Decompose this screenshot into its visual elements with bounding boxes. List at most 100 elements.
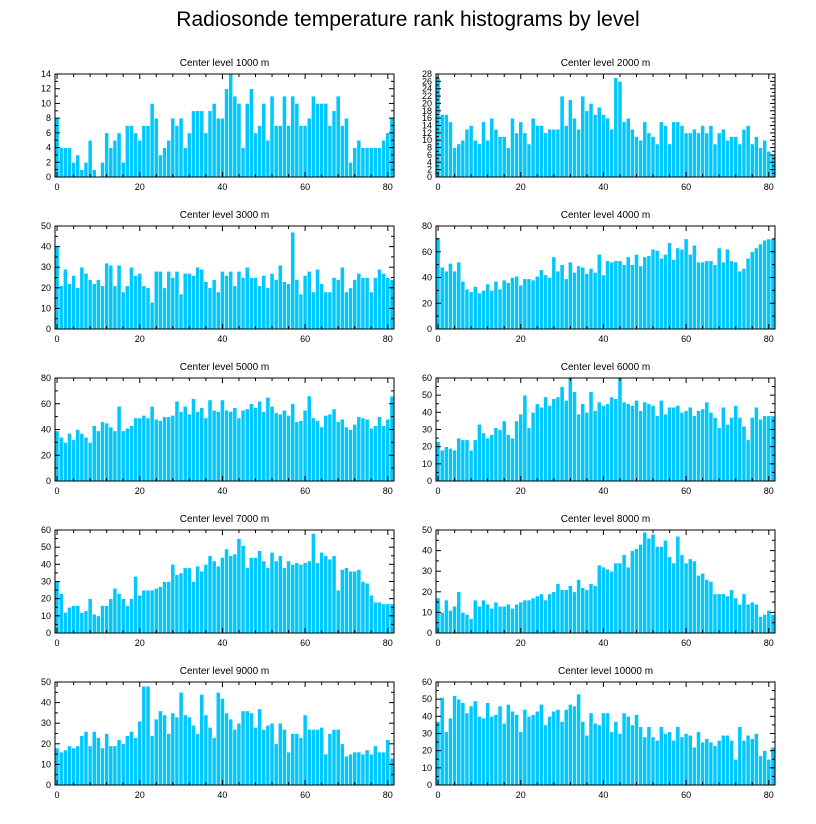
histogram-bar (592, 114, 598, 178)
histogram-bar (389, 279, 395, 330)
histogram-bar (339, 125, 345, 178)
histogram-bar (522, 709, 528, 786)
histogram-bar (182, 147, 188, 178)
histogram-bar (153, 588, 159, 634)
x-tick-label: 60 (300, 790, 310, 800)
histogram-bar (368, 147, 374, 178)
x-tick-label: 80 (383, 638, 393, 648)
y-tick-label: 0 (427, 476, 432, 486)
histogram-bar (625, 566, 631, 634)
histogram-bar (186, 132, 192, 178)
x-tick-label: 0 (55, 182, 60, 192)
histogram-bar (683, 733, 689, 786)
histogram-bar (79, 266, 85, 330)
histogram-bar (236, 722, 242, 786)
y-tick-label: 50 (41, 677, 51, 687)
x-tick-label: 20 (516, 182, 526, 192)
histogram-bar (617, 260, 623, 330)
histogram-bar (62, 612, 68, 634)
histogram-bar (654, 250, 660, 330)
histogram-bar (253, 727, 258, 786)
panel-title: Center level 4000 m (561, 210, 651, 221)
histogram-bar (261, 275, 267, 330)
histogram-bar (505, 603, 511, 634)
histogram-bar (199, 570, 205, 634)
histogram-bar (71, 747, 76, 786)
histogram-bar (162, 714, 167, 786)
histogram-bar (526, 427, 532, 482)
histogram-bar (737, 603, 743, 634)
histogram-bar (522, 278, 528, 330)
histogram-bar (100, 285, 105, 330)
histogram-bar (377, 416, 382, 482)
histogram-bar (725, 139, 730, 178)
histogram-bar (104, 733, 110, 786)
histogram-bar (153, 117, 159, 178)
histogram-bar (133, 417, 138, 482)
histogram-bar (493, 281, 499, 330)
histogram-bar (679, 125, 685, 178)
histogram-bar (104, 605, 110, 634)
histogram-bar (596, 401, 602, 482)
histogram-bar (572, 391, 577, 482)
histogram-bar (683, 132, 689, 178)
histogram-bar (294, 421, 300, 482)
histogram-bar (186, 273, 192, 330)
x-tick-label: 60 (681, 334, 691, 344)
histogram-bar (667, 242, 672, 330)
histogram-bar (630, 550, 635, 634)
y-tick-label: 0 (46, 780, 51, 790)
histogram-bar (605, 117, 610, 178)
x-tick-label: 20 (516, 638, 526, 648)
histogram-bar (712, 417, 718, 482)
histogram-bar (749, 417, 755, 482)
histogram-bar (605, 403, 610, 482)
histogram-bar (692, 746, 697, 786)
histogram-bar (178, 572, 184, 634)
histogram-bar (277, 264, 283, 330)
histogram-bar (489, 117, 495, 178)
histogram-bar (71, 605, 76, 634)
histogram-bar (373, 601, 378, 634)
histogram-bar (563, 125, 569, 178)
histogram-bar (679, 554, 685, 634)
histogram-bar (389, 757, 395, 786)
x-tick-label: 0 (436, 334, 441, 344)
histogram-bar (514, 132, 519, 178)
histogram-bar (108, 426, 114, 482)
histogram-bar (339, 418, 345, 482)
histogram-bar (696, 410, 701, 482)
histogram-bar (650, 136, 656, 178)
histogram-bar (481, 121, 486, 178)
y-tick-label: 6 (46, 128, 51, 138)
histogram-bar (327, 291, 333, 330)
histogram-bar (211, 103, 217, 178)
histogram-bar (733, 261, 739, 330)
histogram-bar (67, 283, 72, 330)
histogram-bar (294, 279, 300, 330)
histogram-bar (253, 557, 258, 634)
histogram-bar (729, 589, 734, 634)
histogram-bar (207, 555, 213, 634)
histogram-bar (100, 421, 105, 482)
histogram-bar (518, 731, 524, 786)
histogram-bar (617, 562, 623, 634)
x-tick-label: 40 (598, 638, 608, 648)
panel-title: Center level 7000 m (180, 514, 270, 525)
histogram-bar (510, 437, 515, 482)
histogram-bar (654, 546, 660, 634)
x-tick-label: 40 (598, 486, 608, 496)
histogram-bar (584, 589, 590, 634)
histogram-bar (638, 265, 644, 330)
histogram-bar (282, 95, 287, 178)
y-tick-label: 24 (422, 84, 432, 94)
histogram-bar (149, 103, 155, 178)
histogram-bar (67, 433, 72, 482)
histogram-bar (497, 288, 503, 330)
histogram-bar (514, 420, 519, 482)
y-tick-label: 10 (422, 607, 432, 617)
histogram-bar (576, 413, 581, 482)
histogram-bar (335, 729, 341, 786)
histogram-bar (269, 552, 275, 634)
x-tick-label: 60 (300, 182, 310, 192)
